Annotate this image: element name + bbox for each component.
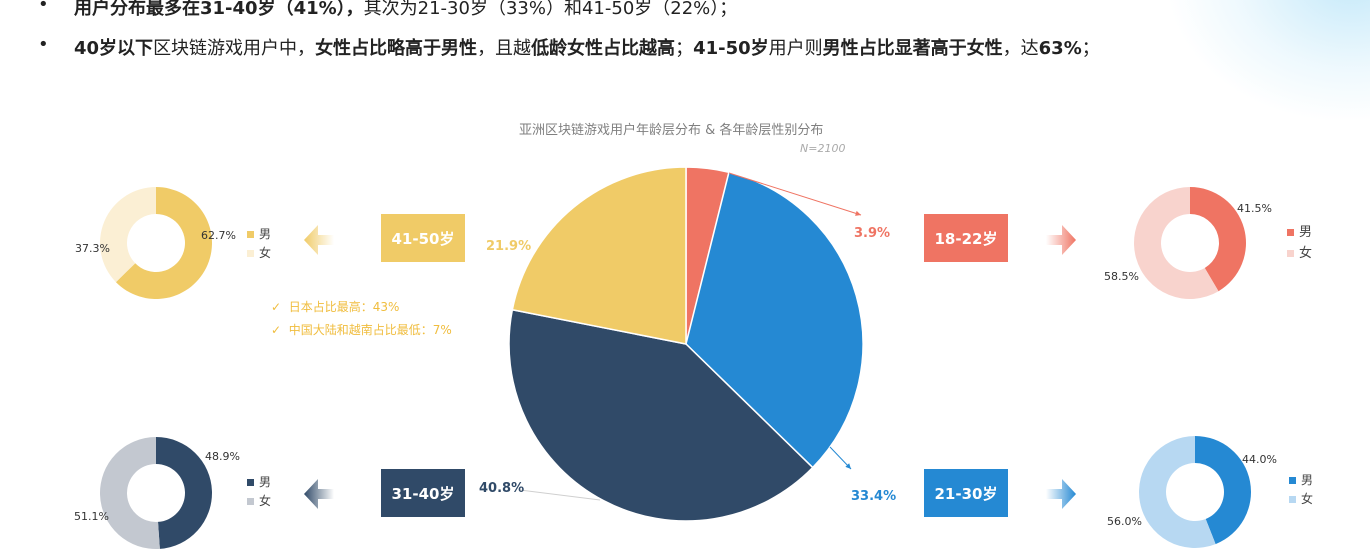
donut-21-30-slice-1 — [1139, 436, 1216, 548]
legend-swatch-male — [1289, 477, 1296, 484]
legend-female: 女 — [259, 494, 272, 508]
bullet-text: 40岁以下区块链游戏用户中，女性占比略高于男性，且越低龄女性占比越高；41-50… — [74, 34, 1100, 60]
leader-line-18-22 — [728, 172, 862, 216]
bullet-segment: 41-50岁 — [693, 38, 769, 59]
legend-21-30: 男 女 — [1289, 471, 1313, 509]
note-japan: ✓ 日本占比最高：43% — [271, 298, 399, 315]
legend-31-40: 男 女 — [247, 473, 271, 511]
legend-male: 男 — [259, 227, 272, 241]
check-icon: ✓ — [271, 300, 282, 314]
pie-slice-1 — [685, 171, 864, 469]
bullet-dot: • — [38, 0, 49, 15]
arrow-left-icon — [304, 225, 334, 255]
bullet-segment: 低龄女性占比越高 — [531, 38, 676, 59]
arrow-right-icon — [1046, 225, 1076, 255]
donut-41-50-slice-1 — [100, 187, 156, 283]
pie-label-21-30: 33.4% — [851, 489, 897, 504]
pie-slice-2 — [508, 308, 814, 522]
bullet-segment: 男性占比显著高于女性 — [822, 38, 1003, 59]
chart-title: 亚洲区块链游戏用户年龄层分布 & 各年龄层性别分布 — [519, 123, 824, 138]
donut-41-50-female-label: 37.3% — [75, 242, 110, 255]
donut-31-40-male-label: 48.9% — [205, 450, 240, 463]
note-text: 日本占比最高：43% — [288, 300, 400, 314]
leader-line-18-22-arrowhead — [855, 210, 861, 216]
age-box-41-50: 41-50岁 — [381, 214, 465, 262]
bullet-segment: 40岁以下 — [74, 38, 154, 59]
bullet-segment: ，达 — [1002, 38, 1039, 59]
donut-31-40-slice-1 — [99, 437, 160, 549]
donut-21-30-male-label: 44.0% — [1242, 453, 1277, 466]
donut-41-50-slice-0 — [115, 187, 212, 300]
legend-18-22: 男 女 — [1287, 222, 1312, 264]
legend-female: 女 — [1299, 246, 1313, 261]
age-box-21-30: 21-30岁 — [924, 469, 1008, 517]
bullet-segment: ； — [675, 38, 694, 59]
pie-slice-3 — [511, 166, 687, 345]
bullet-text: 用户分布最多在31-40岁（41%），其次为21-30岁（33%）和41-50岁… — [74, 0, 737, 20]
bullet-segment: ，且越 — [477, 38, 532, 59]
donut-41-50-male-label: 62.7% — [201, 229, 236, 242]
donut-21-30-slice-0 — [1195, 436, 1251, 545]
legend-male: 男 — [259, 475, 272, 489]
pie-label-31-40: 40.8% — [479, 481, 525, 496]
arrow-left-icon — [304, 479, 334, 509]
arrow-right-icon — [1046, 479, 1076, 509]
donut-31-40-slice-0 — [156, 437, 212, 549]
leader-line-31-40 — [519, 489, 601, 501]
donut-31-40-female-label: 51.1% — [74, 510, 109, 523]
sample-size: N=2100 — [800, 142, 846, 155]
legend-swatch-male — [247, 479, 254, 486]
pie-label-41-50: 21.9% — [486, 239, 532, 254]
donut-18-22-slice-0 — [1190, 187, 1247, 292]
leader-line-21-30-arrowhead — [845, 463, 851, 469]
note-text: 中国大陆和越南占比最低：7% — [288, 323, 452, 337]
bullet-segment: 其次为21-30岁（33%）和41-50岁（22%）； — [363, 0, 738, 19]
donut-18-22-female-label: 58.5% — [1104, 270, 1139, 283]
legend-swatch-female — [247, 250, 254, 257]
donut-18-22-male-label: 41.5% — [1237, 202, 1272, 215]
donut-18-22-slice-1 — [1134, 187, 1219, 299]
bullet-segment: ； — [1081, 38, 1100, 59]
corner-decoration — [1170, 0, 1370, 120]
age-box-18-22: 18-22岁 — [924, 214, 1008, 262]
bullet-segment: 63% — [1038, 38, 1082, 59]
legend-male: 男 — [1301, 473, 1314, 487]
pie-label-18-22: 3.9% — [854, 226, 891, 241]
legend-swatch-male — [247, 231, 254, 238]
legend-41-50: 男 女 — [247, 225, 271, 263]
legend-swatch-female — [1289, 496, 1296, 503]
legend-male: 男 — [1299, 225, 1313, 240]
bullet-segment: 用户分布最多在31-40岁（41%）， — [74, 0, 364, 19]
legend-swatch-female — [247, 498, 254, 505]
bullet-segment: 女性占比略高于男性 — [315, 38, 478, 59]
legend-female: 女 — [259, 246, 272, 260]
legend-swatch-male — [1287, 229, 1294, 236]
check-icon: ✓ — [271, 323, 282, 337]
age-box-31-40: 31-40岁 — [381, 469, 465, 517]
legend-swatch-female — [1287, 250, 1294, 257]
bullet-segment: 区块链游戏用户中， — [153, 38, 316, 59]
bullet-segment: 用户则 — [768, 38, 823, 59]
bullet-dot: • — [38, 34, 49, 55]
legend-female: 女 — [1301, 492, 1314, 506]
note-china-vietnam: ✓ 中国大陆和越南占比最低：7% — [271, 321, 452, 338]
donut-21-30-female-label: 56.0% — [1107, 515, 1142, 528]
